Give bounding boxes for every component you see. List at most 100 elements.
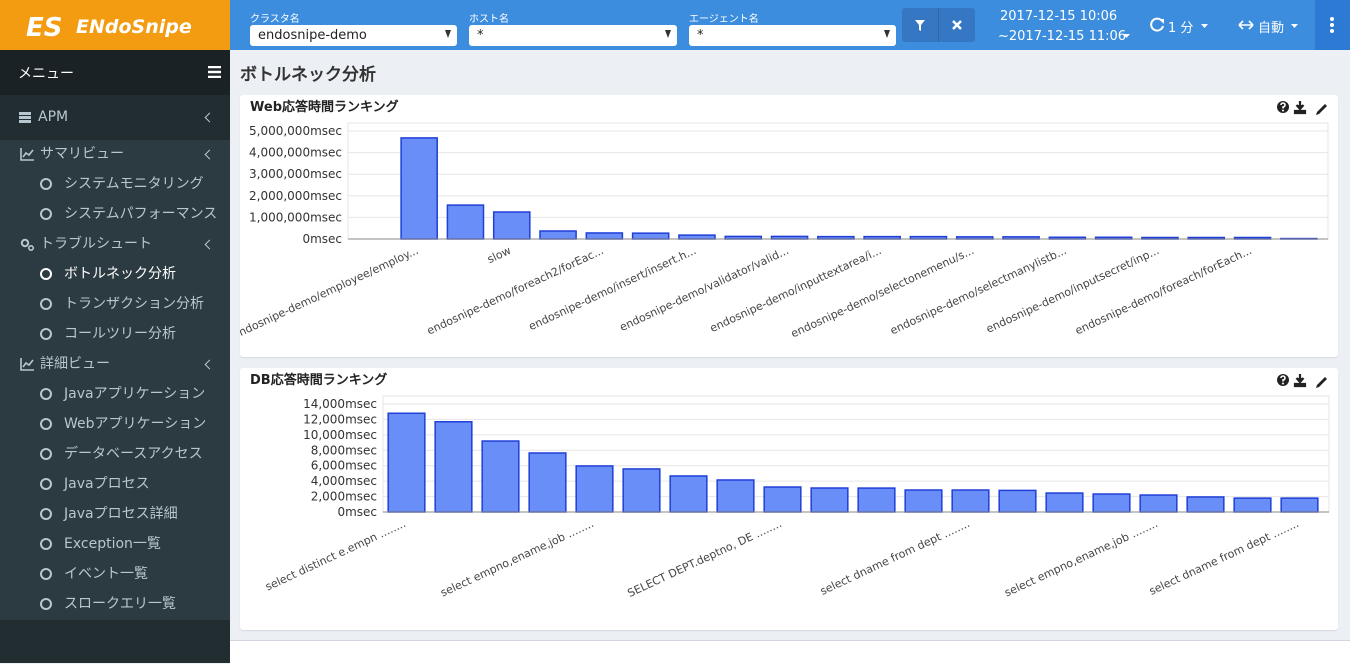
menu-chevron [205,360,215,370]
y-tick-label: 4,000,000msec [249,146,342,160]
bar [482,441,519,512]
menu-item[interactable]: トラブルシュート [0,229,230,259]
bar [576,466,613,512]
logo-mark: ES [26,13,63,43]
menu-label: データベースアクセス [64,439,203,469]
menu-bullet [40,598,52,610]
menu-bullet [40,538,52,550]
menu-bullet [40,178,52,190]
menu-icon [20,237,35,252]
filter-button[interactable] [902,8,938,42]
menu-item[interactable]: イベント一覧 [0,559,230,589]
bar [679,235,715,239]
menu-item[interactable]: サマリビュー [0,139,230,169]
time-to[interactable]: ~2017-12-15 11:06 [998,29,1126,44]
menu-label: ボトルネック分析 [64,259,176,289]
menu-item[interactable]: 詳細ビュー [0,349,230,379]
menu-icon [20,357,35,372]
clear-button[interactable] [938,8,975,42]
menu-bullet [40,268,52,280]
menu-label: サマリビュー [40,139,124,169]
time-from[interactable]: 2017-12-15 10:06 [1000,9,1117,24]
agent-select[interactable]: * [689,25,896,46]
refresh-mode[interactable]: 自動 [1258,17,1284,36]
menu-icon[interactable] [208,66,222,78]
menu-item[interactable]: スロークエリ一覧 [0,589,230,619]
menu-item[interactable]: Javaアプリケーション [0,379,230,409]
menu-item[interactable]: データベースアクセス [0,439,230,469]
filter-icon [902,8,938,42]
footer [230,640,1350,664]
menu-item[interactable]: ボトルネック分析 [0,259,230,289]
bar [1046,493,1083,512]
menu-item[interactable]: Javaプロセス詳細 [0,499,230,529]
filter-label: ホスト名 [469,10,509,25]
page-title: ボトルネック分析 [240,60,376,85]
top-bar: クラスタ名 endosnipe-demo ホスト名 * エージェント名 * 20… [230,0,1350,50]
menu-bullet [40,418,52,430]
menu-item[interactable]: トランザクション分析 [0,289,230,319]
chart-title: Web応答時間ランキング [250,99,399,115]
resize-icon [1238,18,1254,32]
bar [633,233,669,239]
refresh-icon [1150,17,1166,33]
menu-item[interactable]: システムパフォーマンス [0,199,230,229]
logo[interactable]: ES ENdoSnipe [0,0,230,50]
menu-item[interactable]: システムモニタリング [0,169,230,199]
x-tick-label: endosnipe-demo/selectmanylistb... [888,244,1068,337]
menu-label: トラブルシュート [40,229,152,259]
menu-label: APM [38,102,68,132]
bar [1140,495,1177,512]
x-tick-label: endosnipe-demo/inputtextarea/i... [708,244,884,335]
x-tick-label: slow [485,244,513,266]
menu-item[interactable]: Javaプロセス [0,469,230,499]
menu-label: Javaアプリケーション [64,379,205,409]
menu-item[interactable]: コールツリー分析 [0,319,230,349]
menu-icon [20,147,35,162]
options-button[interactable] [1315,0,1350,50]
bar [1187,497,1224,512]
x-tick-label: select dname from dept ........ [818,517,972,598]
menu-item[interactable]: Webアプリケーション [0,409,230,439]
x-tick-label: SELECT DEPT.deptno, DE ........ [626,517,784,600]
y-tick-label: 10,000msec [303,428,377,442]
y-tick-label: 1,000,000msec [249,210,342,224]
bar [1093,494,1130,512]
bar [529,453,566,512]
x-tick-label: endosnipe-demo/employee/employ... [240,244,420,342]
menu-bullet [40,208,52,220]
refresh-interval[interactable]: 1 分 [1168,17,1193,36]
bar [540,231,576,239]
bar [811,488,848,512]
bar [670,476,707,512]
bar [999,490,1036,512]
menu-label: スロークエリ一覧 [64,589,176,619]
x-tick-label: endosnipe-demo/inputsecret/inp... [984,244,1161,336]
y-tick-label: 0msec [302,232,342,246]
bar [447,205,483,239]
chart-title: DB応答時間ランキング [250,372,387,388]
x-tick-label: select distinct e.empn ........ [263,517,407,594]
filter-label: クラスタ名 [250,10,300,25]
bar [952,490,989,512]
x-tick-label: select empno,ename,job ........ [438,517,595,600]
menu-item[interactable]: Exception一覧 [0,529,230,559]
menu-item[interactable]: APM [0,102,230,132]
bar [1281,498,1318,512]
filter-label: エージェント名 [689,10,759,25]
x-tick-label: endosnipe-demo/selectonemenu/s... [789,244,976,340]
x-tick-label: endosnipe-demo/insert/insert.h... [527,244,699,333]
plot-frame [383,396,1329,512]
x-tick-label: endosnipe-demo/foreach2/forEac... [425,244,606,337]
y-tick-label: 3,000,000msec [249,167,342,181]
cluster-select[interactable]: endosnipe-demo [250,25,457,46]
menu-bullet [40,508,52,520]
bar [764,487,801,512]
dots-icon [1315,0,1350,50]
chart-tools [1277,101,1327,115]
host-select[interactable]: * [469,25,677,46]
menu-label: Exception一覧 [64,529,161,559]
